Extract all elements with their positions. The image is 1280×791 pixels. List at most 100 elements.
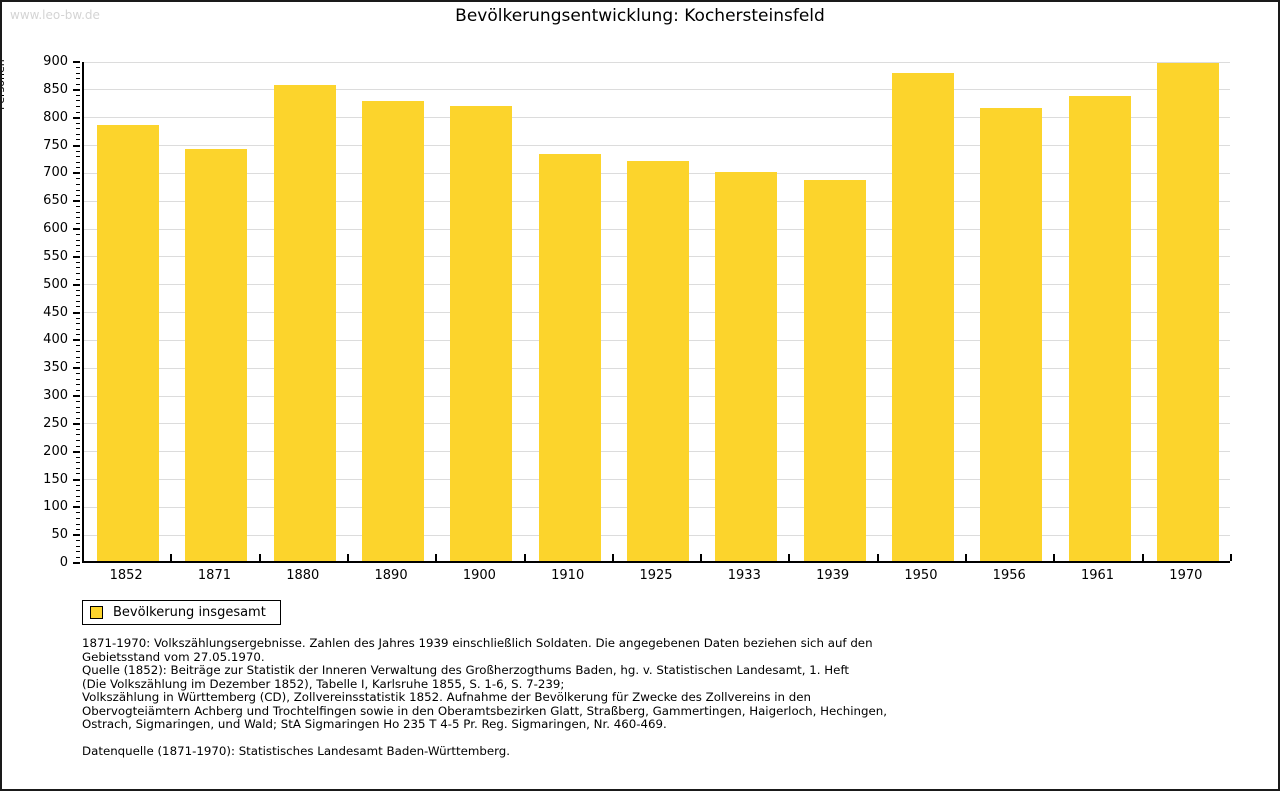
- y-axis-minor-tick: [76, 473, 80, 475]
- bar: [1068, 96, 1131, 561]
- y-axis-minor-tick: [76, 490, 80, 492]
- y-axis-tick-label: 600: [43, 221, 68, 236]
- y-axis-tick-label: 250: [43, 415, 68, 431]
- y-axis-tick-label: 300: [43, 388, 68, 403]
- bar: [980, 108, 1043, 561]
- y-axis-minor-tick: [76, 345, 80, 347]
- y-axis-minor-tick: [76, 428, 80, 430]
- y-axis-minor-tick: [76, 278, 80, 280]
- y-axis-minor-tick: [76, 122, 80, 124]
- x-axis-tick: [258, 554, 261, 561]
- gridline: [84, 145, 1230, 146]
- y-axis-major-tick: [73, 116, 80, 119]
- y-axis-minor-tick: [76, 495, 80, 497]
- y-axis-label: Personen: [0, 59, 7, 110]
- x-axis-tick-label: 1852: [109, 568, 143, 583]
- gridline: [84, 89, 1230, 91]
- y-axis-major-tick: [73, 395, 80, 397]
- y-axis-minor-tick: [76, 222, 80, 224]
- x-axis-tick-label: 1880: [286, 568, 320, 583]
- y-axis-minor-tick: [76, 261, 80, 263]
- x-axis-tick: [700, 554, 703, 561]
- x-axis-tick: [170, 554, 173, 561]
- y-axis-tick-label: 100: [43, 499, 68, 515]
- y-axis-minor-tick: [76, 289, 80, 291]
- footnote-line: Ostrach, Sigmaringen, und Wald; StA Sigm…: [82, 717, 667, 731]
- y-axis-minor-tick: [76, 167, 80, 169]
- y-axis-minor-tick: [76, 78, 80, 80]
- y-axis-minor-tick: [76, 239, 80, 241]
- y-axis-minor-tick: [76, 300, 80, 302]
- bar: [362, 100, 425, 561]
- footnote-line: Obervogteiämtern Achberg und Trochtelfin…: [82, 703, 887, 718]
- x-axis-tick-label: 1900: [462, 568, 496, 583]
- y-axis-minor-tick: [76, 484, 80, 486]
- y-axis-minor-tick: [76, 440, 80, 442]
- y-axis-minor-tick: [76, 556, 80, 558]
- footnotes: 1871-1970: Volkszählungsergebnisse. Zahl…: [82, 636, 887, 732]
- y-axis-minor-tick: [76, 150, 80, 152]
- x-axis-tick-label: 1956: [992, 568, 1026, 583]
- legend-swatch-icon: [90, 606, 103, 619]
- y-axis-minor-tick: [76, 178, 80, 180]
- y-axis-tick-label: 500: [43, 276, 68, 292]
- y-axis-minor-tick: [76, 378, 80, 380]
- y-axis-major-tick: [73, 88, 80, 91]
- y-axis-minor-tick: [76, 401, 80, 403]
- y-axis-minor-tick: [76, 100, 80, 102]
- y-axis-minor-tick: [76, 161, 80, 163]
- y-axis-minor-tick: [76, 183, 80, 185]
- y-axis-minor-tick: [76, 434, 80, 436]
- footnote-line: Volkszählung in Württemberg (CD), Zollve…: [82, 690, 811, 704]
- y-axis-tick-label: 200: [43, 443, 68, 459]
- y-axis-major-tick: [73, 311, 80, 314]
- x-axis-tick-label: 1925: [639, 568, 673, 583]
- y-axis-major-tick: [73, 172, 80, 175]
- y-axis-major-tick: [73, 422, 80, 425]
- y-axis-major-tick: [73, 367, 80, 370]
- y-axis-major-tick: [73, 506, 80, 509]
- y-axis-tick-label: 350: [43, 360, 68, 376]
- y-axis-minor-tick: [76, 211, 80, 213]
- y-axis-minor-tick: [76, 323, 80, 325]
- y-axis-tick-label: 850: [43, 81, 68, 97]
- x-axis-tick: [1230, 554, 1232, 561]
- y-axis-tick-label: 150: [43, 471, 68, 487]
- y-axis-major-tick: [73, 228, 80, 230]
- y-axis-minor-tick: [76, 245, 80, 247]
- y-axis-minor-tick: [76, 67, 80, 69]
- y-axis-minor-tick: [76, 551, 80, 553]
- footnote-line: (Die Volkszählung im Dezember 1852), Tab…: [82, 676, 565, 691]
- y-axis-tick-label: 400: [43, 332, 68, 348]
- y-axis-major-tick: [73, 534, 80, 537]
- y-axis-minor-tick: [76, 328, 80, 330]
- watermark: www.leo-bw.de: [10, 8, 100, 22]
- bar: [627, 160, 689, 561]
- chart-title: Bevölkerungsentwicklung: Kochersteinsfel…: [455, 6, 825, 26]
- y-axis-minor-tick: [76, 512, 80, 514]
- y-axis-minor-tick: [76, 250, 80, 252]
- y-axis-minor-tick: [76, 111, 80, 113]
- y-axis-minor-tick: [76, 206, 80, 208]
- y-axis-minor-tick: [76, 412, 80, 414]
- bar: [803, 180, 866, 561]
- y-axis-tick-label: 650: [43, 193, 68, 209]
- y-axis-minor-tick: [76, 189, 80, 191]
- y-axis-minor-tick: [76, 517, 80, 519]
- y-axis-tick-label: 550: [43, 248, 68, 264]
- y-axis-minor-tick: [76, 139, 80, 141]
- gridline: [84, 117, 1230, 119]
- footnote-line: 1871-1970: Volkszählungsergebnisse. Zahl…: [82, 636, 873, 650]
- x-axis-tick: [346, 554, 349, 561]
- y-axis-minor-tick: [76, 128, 80, 130]
- bar: [273, 84, 336, 561]
- y-axis-minor-tick: [76, 334, 80, 336]
- y-axis-tick-label: 900: [43, 54, 68, 69]
- y-axis-minor-tick: [76, 195, 80, 197]
- y-axis-minor-tick: [76, 462, 80, 464]
- y-axis-minor-tick: [76, 540, 80, 542]
- legend-label: Bevölkerung insgesamt: [113, 605, 266, 620]
- y-axis-minor-tick: [76, 529, 80, 531]
- x-axis-tick-label: 1871: [197, 568, 231, 583]
